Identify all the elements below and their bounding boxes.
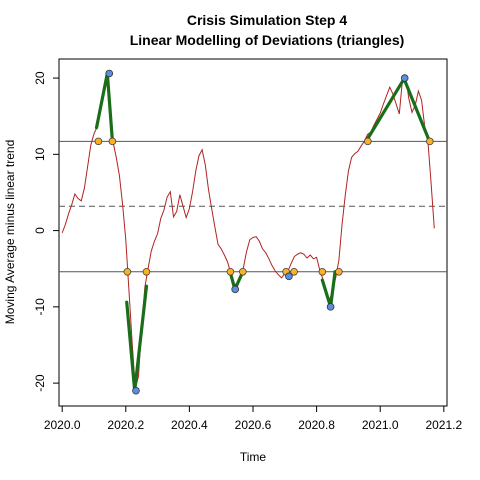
chart-subtitle: Linear Modelling of Deviations (triangle… xyxy=(130,32,405,48)
crossing-point-1 xyxy=(108,137,117,146)
extreme-point-3 xyxy=(285,272,293,281)
chart-title: Crisis Simulation Step 4 xyxy=(187,12,347,28)
extreme-point-5 xyxy=(400,74,409,82)
y-tick-label-4: 20 xyxy=(33,71,47,85)
y-tick-label-1: -10 xyxy=(33,298,47,316)
extreme-point-4 xyxy=(326,303,335,311)
crossing-point-5 xyxy=(239,267,247,276)
y-tick-label-3: 10 xyxy=(33,147,47,161)
crossing-point-2 xyxy=(123,267,132,276)
x-tick-label-1: 2020.2 xyxy=(107,418,144,432)
crossing-point-7 xyxy=(290,267,298,276)
x-tick-label-0: 2020.0 xyxy=(44,418,81,432)
point-layer xyxy=(94,69,434,395)
x-tick-label-3: 2020.6 xyxy=(235,418,272,432)
x-axis-label: Time xyxy=(240,450,267,464)
crossing-point-9 xyxy=(335,267,343,276)
triangle-layer xyxy=(94,71,432,393)
crossing-point-10 xyxy=(364,137,372,146)
y-axis-label: Moving Average minus linear trend xyxy=(3,140,17,325)
x-tick-label-4: 2020.8 xyxy=(298,418,335,432)
y-axis: -20 -10 0 10 20 xyxy=(33,71,59,392)
crossing-point-3 xyxy=(142,267,151,276)
triangle-fit-4 xyxy=(320,270,337,309)
extreme-point-1 xyxy=(132,386,140,395)
crossing-point-0 xyxy=(94,137,103,146)
plot-box xyxy=(58,58,448,407)
crossing-point-11 xyxy=(426,137,434,146)
triangle-fit-0 xyxy=(94,71,115,143)
x-tick-label-5: 2021.0 xyxy=(362,418,399,432)
x-axis: 2020.0 2020.2 2020.4 2020.6 2020.8 2021.0 2021… xyxy=(44,406,462,432)
crossing-point-8 xyxy=(318,267,327,276)
x-tick-label-6: 2021.2 xyxy=(425,418,462,432)
y-tick-label-2: 0 xyxy=(33,227,47,234)
y-tick-label-0: -20 xyxy=(33,374,47,392)
crossing-point-4 xyxy=(226,267,235,276)
extreme-point-0 xyxy=(105,69,114,78)
extreme-point-2 xyxy=(231,285,239,294)
x-tick-label-2: 2020.4 xyxy=(171,418,208,432)
